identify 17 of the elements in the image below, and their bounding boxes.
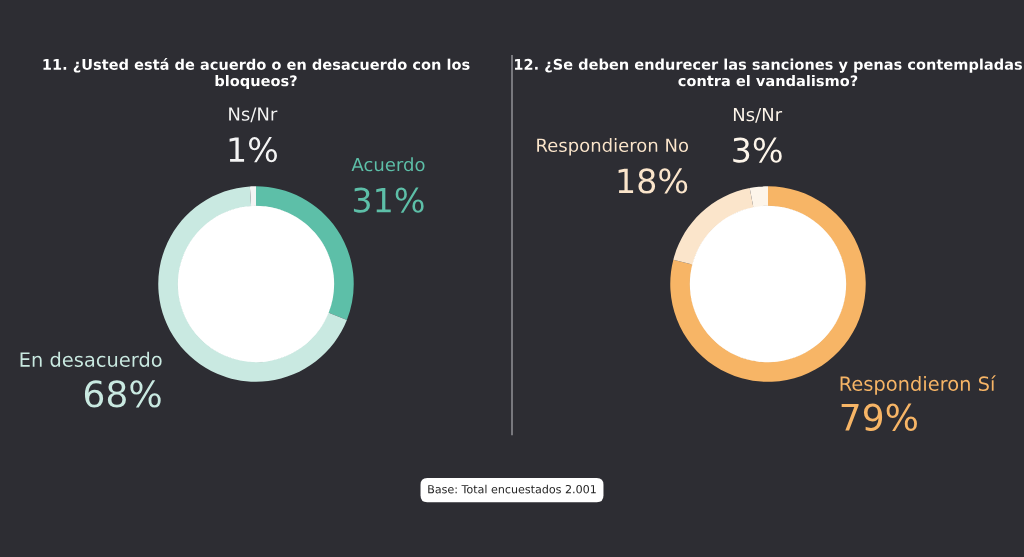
data-label: 18% bbox=[618, 168, 688, 194]
slice-label: Respondieron No bbox=[537, 138, 689, 156]
slice-label: En desacuerdo bbox=[20, 351, 162, 367]
data-label: 79% bbox=[841, 403, 917, 431]
data-label: 31% bbox=[353, 187, 424, 213]
slice-label: Ns/Nr bbox=[733, 107, 783, 123]
slice-label: Ns/Nr bbox=[229, 107, 278, 123]
text: Base: Total encuestados 2.001 bbox=[428, 484, 596, 494]
data-label: 68% bbox=[84, 380, 161, 408]
slice-label: Acuerdo bbox=[351, 157, 425, 172]
donut-slice bbox=[256, 186, 354, 321]
chart-title: 11. ¿Usted está de acuerdo o en desacuerdo con los bloqueos? bbox=[43, 58, 470, 90]
data-label: 1% bbox=[229, 137, 277, 163]
donut-slice bbox=[749, 186, 768, 208]
chart-title: 12. ¿Se deben endurecer las sanciones y penas contempladas contra el vandalismo? bbox=[514, 58, 1022, 87]
data-label: 3% bbox=[733, 137, 782, 163]
slice-label: Respondieron Sí bbox=[840, 375, 996, 395]
